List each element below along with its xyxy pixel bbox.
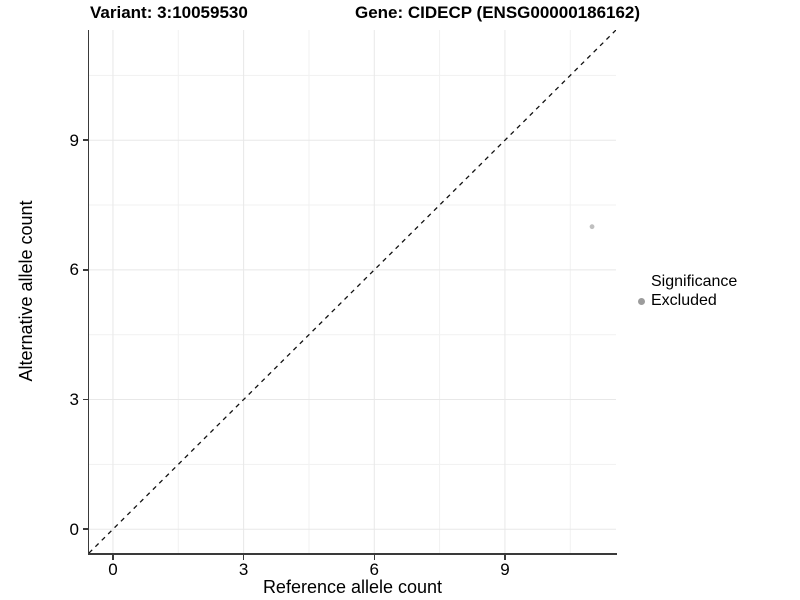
x-tick-label: 0 (108, 560, 118, 579)
data-point (589, 224, 595, 230)
legend-title: Significance (651, 273, 738, 290)
identity-dashed-line (89, 30, 616, 553)
x-tick-mark (112, 554, 114, 560)
x-tick-mark (373, 554, 376, 560)
y-tick-label: 6 (69, 260, 79, 280)
x-tick-label: 3 (238, 560, 249, 579)
legend-key-circle-icon (638, 298, 645, 305)
y-tick-mark (82, 528, 88, 530)
chart-canvas (89, 30, 616, 553)
x-axis-line (87, 553, 617, 555)
legend-entry-label: Excluded (651, 292, 717, 309)
y-tick-label: 9 (69, 130, 79, 150)
y-tick-label: 0 (69, 519, 79, 539)
x-tick-mark (242, 554, 245, 560)
y-axis-line (87, 30, 89, 555)
x-axis-title: Reference allele count (262, 577, 443, 597)
plot-title-variant: Variant: 3:10059530 (90, 3, 248, 22)
y-tick-mark (82, 269, 88, 271)
x-tick-label: 6 (369, 560, 379, 579)
plot-title-gene: Gene: CIDECP (ENSG00000186162) (355, 3, 641, 22)
y-tick-mark (82, 139, 88, 141)
x-tick-label: 9 (500, 560, 510, 579)
chart-panel (89, 30, 616, 553)
y-tick-label: 3 (69, 390, 79, 410)
y-axis-title: Alternative allele count (16, 200, 36, 382)
x-tick-mark (504, 554, 506, 560)
y-tick-mark (82, 398, 88, 401)
